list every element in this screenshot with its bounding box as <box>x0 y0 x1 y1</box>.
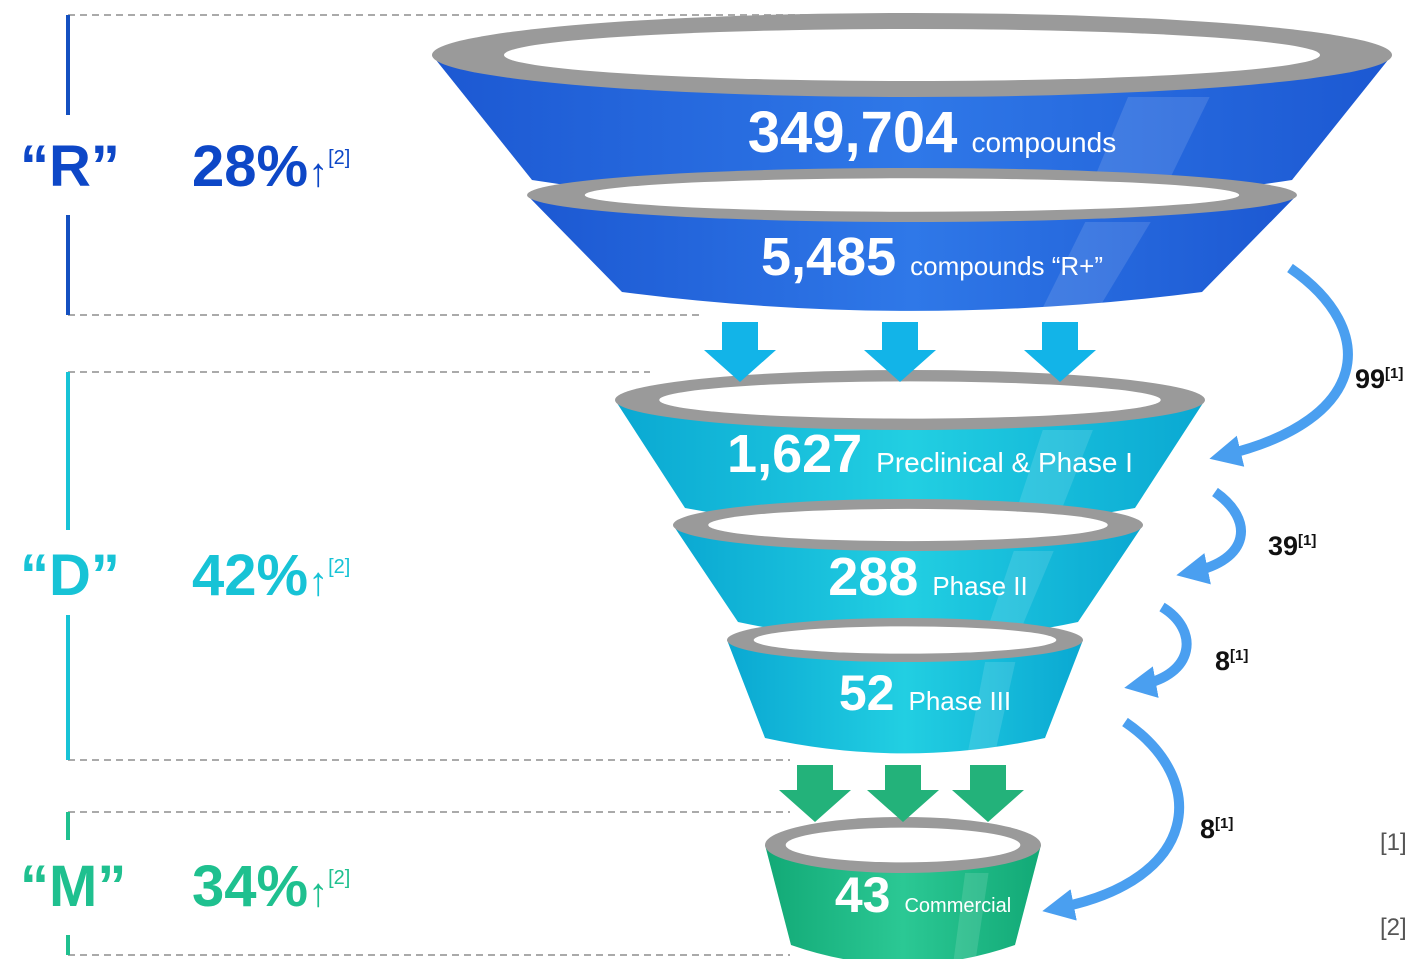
note: [1] <box>1215 815 1233 832</box>
down-arrow <box>704 322 776 382</box>
stage-count: 52 <box>839 665 895 721</box>
transition: 8[1] <box>1215 646 1248 676</box>
stage-label: Preclinical & Phase I <box>876 447 1133 478</box>
percent: 34% <box>192 854 308 919</box>
funnel-stage: 43 Commercial <box>765 817 1041 959</box>
arrow: ↑ <box>308 151 328 195</box>
footnote: [2] <box>1380 914 1407 941</box>
stage-opening <box>504 29 1320 81</box>
transition: 8[1] <box>1200 814 1233 844</box>
section-label: “M” <box>20 854 126 919</box>
funnel: 349,704 compounds 5,485 compounds “R+” 1,627… <box>432 13 1392 959</box>
section-percent: 34%↑[2] <box>192 854 350 919</box>
stage-count: 349,704 <box>748 100 958 165</box>
note: [1] <box>1298 532 1316 549</box>
section-label: “D” <box>20 543 120 608</box>
stage-label: compounds “R+” <box>910 251 1103 281</box>
note: [1] <box>1385 365 1403 382</box>
stage-label: Phase II <box>932 571 1027 601</box>
transition: 39[1] <box>1268 531 1316 561</box>
stage-label: compounds <box>971 127 1116 158</box>
funnel-stage: 5,485 compounds “R+” <box>527 168 1297 311</box>
funnel-stage: 52 Phase III <box>727 618 1083 753</box>
footnote: [1] <box>1380 829 1407 856</box>
stage-opening <box>786 828 1021 863</box>
curved-arrow <box>1140 607 1187 685</box>
curved-arrow <box>1192 492 1241 572</box>
funnel-diagram: “R” 28%↑[2] “D” 42%↑[2] “M” 34%↑[2] 349,… <box>0 0 1427 959</box>
count: 99 <box>1355 364 1385 394</box>
count: 8 <box>1200 814 1215 844</box>
note: [1] <box>1230 647 1248 664</box>
count: 8 <box>1215 646 1230 676</box>
note: [2] <box>328 867 350 889</box>
down-arrow <box>867 765 939 822</box>
curved-arrow <box>1225 268 1348 455</box>
curved-arrow <box>1058 722 1179 908</box>
percent: 28% <box>192 134 308 199</box>
transition: 99[1] <box>1355 364 1403 394</box>
section-percent: 28%↑[2] <box>192 134 350 199</box>
note: [2] <box>328 147 350 169</box>
stage-opening <box>585 178 1240 211</box>
stage-opening <box>708 509 1108 541</box>
stage-count: 5,485 <box>761 227 896 287</box>
stage-label: Commercial <box>904 895 1011 917</box>
stage-count: 288 <box>828 547 918 607</box>
transitions: 99[1] 39[1] 8[1] 8[1] <box>1200 364 1403 844</box>
stage-opening <box>754 626 1057 653</box>
down-arrow <box>952 765 1024 822</box>
stage-count: 43 <box>835 867 891 923</box>
stage-label: Phase III <box>909 686 1012 716</box>
curved-arrows <box>1058 268 1348 908</box>
section-percent: 42%↑[2] <box>192 543 350 608</box>
arrow: ↑ <box>308 871 328 915</box>
note: [2] <box>328 556 350 578</box>
stage-opening <box>659 381 1161 418</box>
stage-count: 1,627 <box>727 424 862 484</box>
page: “R” 28%↑[2] “D” 42%↑[2] “M” 34%↑[2] 349,… <box>0 0 1427 959</box>
section-label: “R” <box>20 134 120 199</box>
down-arrow <box>779 765 851 822</box>
percent: 42% <box>192 543 308 608</box>
arrow: ↑ <box>308 560 328 604</box>
count: 39 <box>1268 531 1298 561</box>
